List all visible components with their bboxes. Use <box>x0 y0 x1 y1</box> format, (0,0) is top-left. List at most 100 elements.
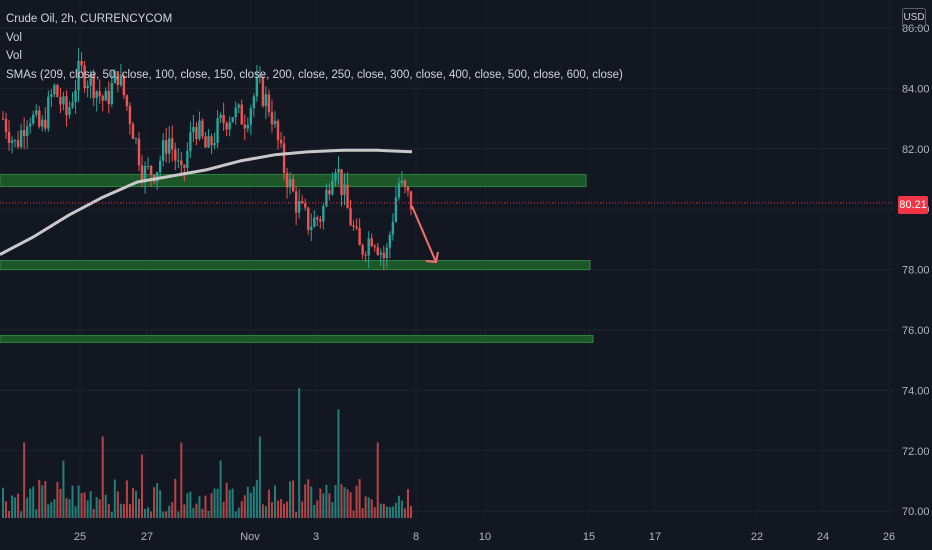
price-tick-label: 72.00 <box>902 446 930 458</box>
candle-body <box>406 186 410 192</box>
volume-bar <box>41 485 44 518</box>
candle-body <box>44 119 47 129</box>
volume-bar <box>177 511 180 518</box>
candle-body <box>340 169 343 196</box>
candle-body <box>19 130 23 147</box>
volume-bar <box>240 501 243 518</box>
volume-bar <box>349 492 352 518</box>
volume-bar <box>59 489 62 518</box>
candle-body <box>261 76 265 106</box>
volume-bar <box>252 486 255 518</box>
volume-bar <box>207 510 210 518</box>
volume-bar <box>328 493 331 518</box>
price-tick-label: 70.00 <box>902 506 930 518</box>
candle-body <box>25 126 29 137</box>
candle-body <box>134 138 138 140</box>
volume-bar <box>74 506 77 518</box>
price-axis-panel[interactable] <box>894 0 932 525</box>
candle-body <box>334 172 337 181</box>
volume-indicator-2[interactable]: Vol <box>6 50 22 62</box>
candle-body <box>98 91 101 96</box>
candle-body <box>183 165 186 168</box>
candle-body <box>237 104 240 108</box>
price-tick-label: 82.00 <box>902 144 930 156</box>
candle-body <box>307 207 310 231</box>
volume-bar <box>358 479 361 518</box>
volume-bar <box>286 501 289 518</box>
candle-body <box>171 138 174 150</box>
volume-bar <box>80 492 83 518</box>
volume-bar <box>216 488 219 518</box>
symbol-title[interactable]: Crude Oil, 2h, CURRENCYCOM <box>6 13 173 25</box>
volume-bar <box>210 493 213 518</box>
volume-bar <box>274 485 276 518</box>
currency-button[interactable]: USD <box>902 8 926 28</box>
candle-body <box>379 252 382 255</box>
sma-indicator[interactable]: SMAs (209, close, 50, close, 100, close,… <box>6 68 623 81</box>
candle-body <box>394 197 398 222</box>
candle-body <box>291 179 295 192</box>
volume-bar <box>116 491 119 518</box>
volume-bar <box>213 488 216 518</box>
volume-bar <box>110 511 113 518</box>
candle-body <box>10 140 14 143</box>
volume-bar <box>162 511 165 518</box>
volume-bar <box>228 489 231 518</box>
volume-bar <box>331 502 334 518</box>
volume-bar <box>38 479 41 518</box>
candle-body <box>158 160 162 173</box>
candle-body <box>207 136 210 148</box>
volume-bar <box>225 482 228 518</box>
candle-body <box>213 142 216 146</box>
candle-body <box>7 132 11 143</box>
volume-bar <box>264 506 267 518</box>
volume-bar <box>131 487 134 518</box>
volume-bar <box>138 498 140 518</box>
candle-body <box>83 65 86 89</box>
volume-bar <box>71 485 74 518</box>
volume-bar <box>319 488 322 518</box>
volume-bar <box>198 496 201 518</box>
volume-bar <box>313 505 316 518</box>
volume-bar <box>337 409 340 518</box>
candle-body <box>397 183 401 198</box>
candle-body <box>56 85 59 97</box>
candle-body <box>59 96 62 105</box>
candle-body <box>146 165 150 167</box>
candle-body <box>352 225 355 227</box>
candle-body <box>367 238 370 256</box>
candle-body <box>267 94 271 113</box>
candle-body <box>50 94 53 97</box>
price-axis-labels: 86.0084.0082.0080.0078.0076.0074.0072.00… <box>902 23 930 518</box>
volume-bar <box>237 507 240 518</box>
volume-bar <box>340 484 343 518</box>
volume-bar <box>394 502 397 518</box>
price-tick-label: 84.00 <box>902 83 930 95</box>
candle-body <box>22 130 26 137</box>
time-tick-label: Nov <box>240 531 260 543</box>
sma-209-line <box>0 148 413 256</box>
volume-bar <box>159 490 162 518</box>
volume-bar <box>364 496 367 518</box>
volume-bar <box>44 481 47 518</box>
candle-body <box>13 140 17 142</box>
volume-indicator-1[interactable]: Vol <box>6 31 22 44</box>
volume-bar <box>201 508 204 518</box>
candle-body <box>310 226 313 231</box>
volume-bar <box>361 508 364 518</box>
candle-body <box>249 108 253 125</box>
candle-body <box>270 112 274 125</box>
time-tick-label: 10 <box>479 531 491 543</box>
volume-bar <box>391 506 394 518</box>
candle-body <box>195 126 198 139</box>
volume-bar <box>141 454 144 518</box>
candle-body <box>180 160 183 166</box>
candle-body <box>222 114 225 124</box>
volume-bar <box>355 485 358 518</box>
candle-body <box>400 180 404 184</box>
volume-bar <box>8 510 11 518</box>
volume-bar <box>267 489 270 518</box>
volume-bar <box>150 511 153 518</box>
volume-bar <box>246 486 249 518</box>
